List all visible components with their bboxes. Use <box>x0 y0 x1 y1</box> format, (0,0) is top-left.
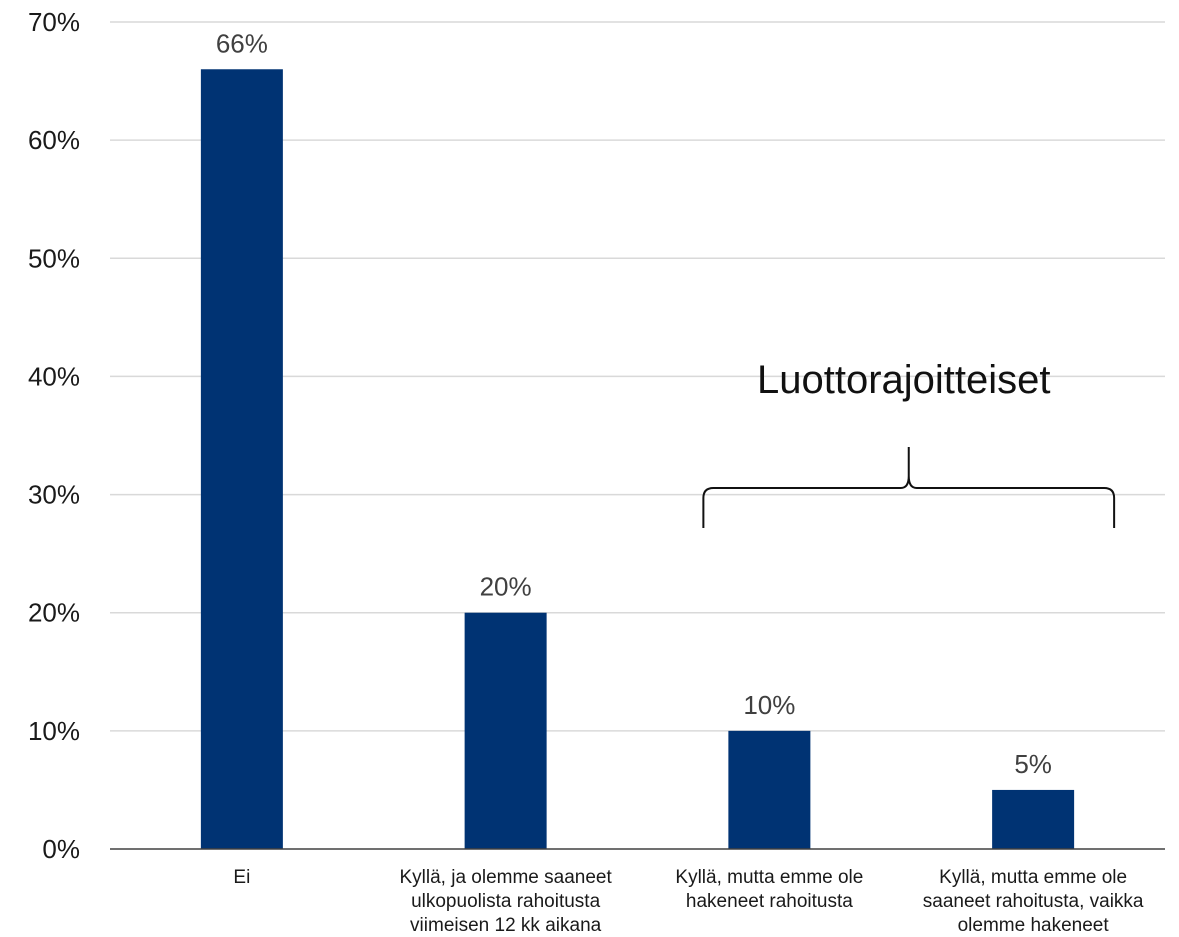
y-tick-label: 50% <box>28 243 80 273</box>
category-label: saaneet rahoitusta, vaikka <box>923 891 1144 912</box>
category-label: Kyllä, ja olemme saaneet <box>399 867 612 888</box>
y-axis-tick-labels: 0% 10% 20% 30% 40% 50% 60% 70% <box>28 7 80 864</box>
y-tick-label: 20% <box>28 598 80 628</box>
category-label: olemme hakeneet <box>958 915 1110 936</box>
category-label: Ei <box>233 867 250 888</box>
data-label: 5% <box>1014 749 1052 779</box>
bar <box>992 789 1075 849</box>
data-label: 66% <box>216 28 268 58</box>
annotation-label: Luottorajoitteiset <box>757 358 1051 402</box>
category-label: Kyllä, mutta emme ole <box>675 867 863 888</box>
annotation: Luottorajoitteiset <box>702 358 1116 528</box>
y-tick-label: 60% <box>28 125 80 155</box>
category-label: Kyllä, mutta emme ole <box>939 867 1127 888</box>
category-label: viimeisen 12 kk aikana <box>410 915 602 936</box>
y-tick-label: 0% <box>42 834 80 864</box>
bar <box>200 69 283 849</box>
gridlines <box>110 21 1165 732</box>
y-tick-label: 30% <box>28 480 80 510</box>
bars <box>200 69 1075 849</box>
category-label: ulkopuolista rahoitusta <box>411 891 600 912</box>
bar <box>464 612 547 849</box>
category-labels: Ei Kyllä, ja olemme saaneet ulkopuolista r… <box>233 867 1144 936</box>
bar <box>728 730 811 849</box>
y-tick-label: 70% <box>28 7 80 37</box>
y-tick-label: 40% <box>28 361 80 391</box>
annotation-brace <box>702 447 1116 528</box>
data-label: 20% <box>480 572 532 602</box>
y-tick-label: 10% <box>28 716 80 746</box>
category-label: hakeneet rahoitusta <box>686 891 853 912</box>
data-label: 10% <box>743 690 795 720</box>
data-labels: 66% 20% 10% 5% <box>216 28 1052 779</box>
